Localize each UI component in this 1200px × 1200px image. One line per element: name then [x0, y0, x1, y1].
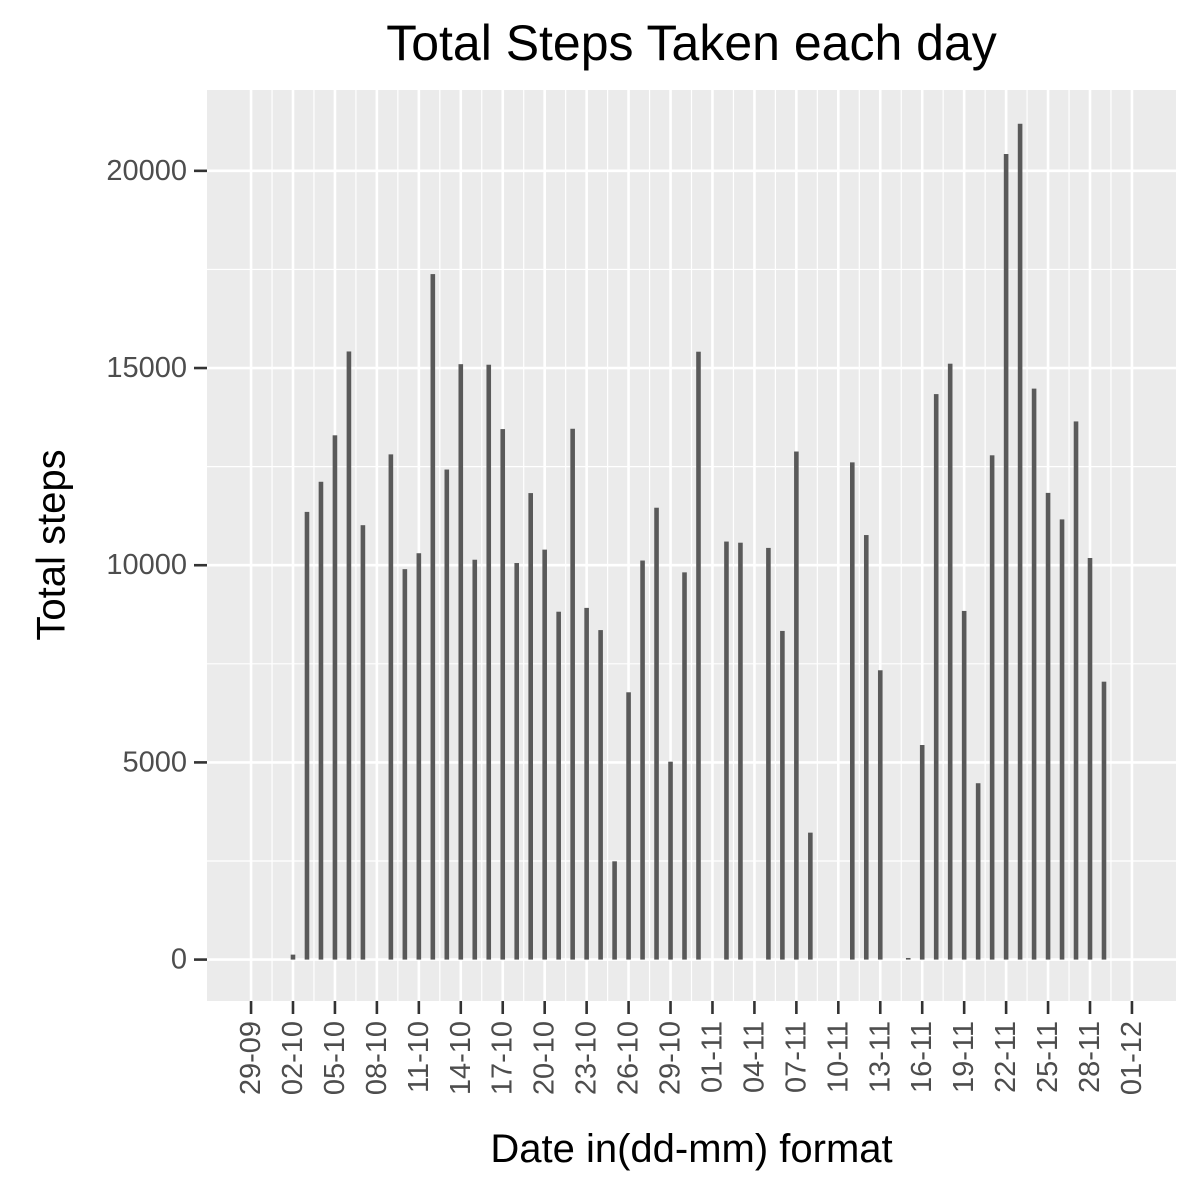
bar	[318, 481, 324, 960]
bar	[388, 454, 394, 960]
bar	[556, 611, 561, 960]
x-tick-label: 25-11	[1032, 1021, 1064, 1093]
bar	[780, 630, 785, 960]
bar	[989, 455, 995, 960]
y-tick-label: 20000	[106, 155, 187, 187]
y-axis: 0 5000 10000 15000 20000	[106, 155, 207, 976]
x-tick-label: 17-10	[487, 1021, 519, 1095]
y-tick-label: 0	[171, 944, 187, 976]
bar	[360, 525, 366, 960]
bar	[416, 553, 422, 960]
x-tick-label: 05-10	[319, 1021, 351, 1095]
x-tick-label: 04-11	[738, 1021, 770, 1093]
x-tick-label: 22-11	[990, 1021, 1022, 1093]
bar	[794, 451, 799, 960]
x-tick-label: 11-10	[403, 1021, 435, 1093]
bar	[584, 607, 589, 960]
x-tick-label: 07-11	[780, 1021, 812, 1093]
bar	[598, 630, 603, 960]
bar	[528, 493, 533, 960]
bar	[975, 783, 981, 960]
bar	[1031, 388, 1037, 960]
x-tick-label: 28-11	[1074, 1021, 1106, 1093]
bar	[458, 364, 464, 960]
bar	[668, 761, 673, 960]
x-tick-label: 01-11	[696, 1021, 728, 1093]
bar	[933, 394, 939, 960]
bars	[290, 123, 1107, 960]
x-tick-label: 23-10	[571, 1021, 603, 1095]
bar	[1045, 492, 1051, 960]
x-tick-label: 20-10	[529, 1021, 561, 1095]
bar	[570, 428, 575, 960]
bar	[430, 274, 436, 960]
bar	[1017, 123, 1023, 960]
bar	[738, 542, 743, 960]
bar	[947, 363, 953, 960]
x-tick-label: 10-11	[822, 1021, 854, 1093]
bar	[1101, 681, 1107, 960]
bar	[919, 745, 925, 960]
x-tick-label: 01-12	[1116, 1021, 1148, 1095]
bar	[682, 572, 687, 960]
bar	[346, 351, 352, 960]
x-tick-label: 13-11	[864, 1021, 896, 1093]
x-tick-label: 29-09	[235, 1021, 267, 1095]
x-tick-label: 08-10	[361, 1021, 393, 1095]
y-tick-label: 15000	[106, 352, 187, 384]
x-tick-label: 19-11	[948, 1021, 980, 1093]
bar	[290, 954, 296, 960]
x-tick-label: 29-10	[655, 1021, 687, 1095]
chart-title: Total Steps Taken each day	[386, 15, 997, 71]
bar	[877, 670, 883, 960]
bar	[1059, 519, 1065, 960]
x-tick-label: 02-10	[277, 1021, 309, 1095]
bar	[612, 861, 617, 960]
bar	[905, 957, 911, 960]
bar	[472, 559, 478, 960]
bar	[696, 351, 701, 960]
bar	[486, 364, 492, 960]
bar	[863, 535, 869, 960]
bar	[304, 511, 310, 960]
x-tick-label: 14-10	[445, 1021, 477, 1095]
bar	[640, 560, 645, 960]
bar	[626, 692, 631, 960]
x-tick-label: 16-11	[906, 1021, 938, 1093]
bar	[332, 435, 338, 960]
bar	[724, 541, 729, 960]
x-tick-label: 26-10	[613, 1021, 645, 1095]
bar	[1087, 558, 1093, 960]
bar	[654, 507, 659, 960]
x-axis-title: Date in(dd-mm) format	[490, 1127, 893, 1171]
bar	[1003, 154, 1009, 960]
bar	[514, 563, 520, 960]
bar	[1073, 421, 1079, 960]
bar	[500, 429, 506, 960]
bar	[402, 569, 408, 960]
bar	[850, 462, 855, 960]
bar	[808, 832, 813, 960]
y-tick-label: 5000	[122, 746, 187, 778]
bar	[961, 610, 967, 960]
bar	[766, 547, 771, 960]
bar	[444, 469, 450, 960]
bar	[542, 549, 547, 960]
x-axis: 29-09 02-10 05-10 08-10 11-10 14-10 17-10 20-10…	[235, 1001, 1148, 1095]
y-tick-label: 10000	[106, 549, 187, 581]
y-axis-title: Total steps	[29, 449, 74, 641]
